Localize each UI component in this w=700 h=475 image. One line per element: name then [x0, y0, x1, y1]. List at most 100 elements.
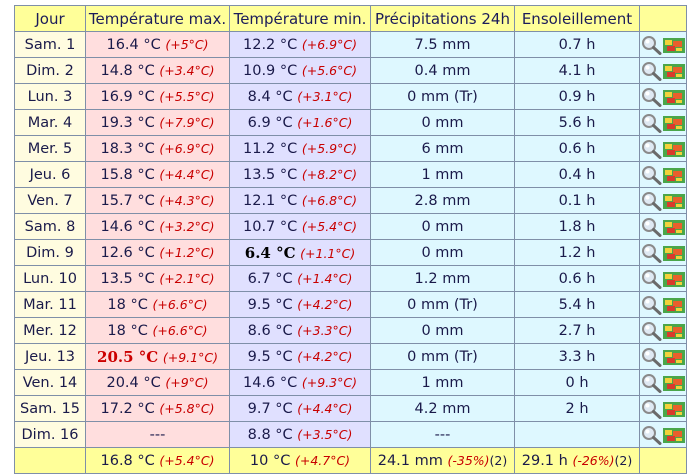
day-cell: Sam. 8 — [14, 213, 86, 240]
tmax-value: 14.6 °C — [100, 218, 155, 235]
sun-cell: 0.1 h — [514, 187, 640, 214]
magnifier-icon[interactable] — [641, 295, 663, 315]
icons-cell — [639, 83, 687, 110]
precip-cell: 1 mm — [370, 369, 515, 396]
tmin-anomaly: (+3.1°C) — [297, 88, 353, 104]
map-icon[interactable] — [663, 89, 685, 105]
totals-prec-note[interactable]: (2) — [489, 452, 508, 468]
tmax-value: --- — [149, 426, 166, 443]
tmin-value: 6.4 °C — [244, 243, 296, 262]
tmax-value: 19.3 °C — [100, 114, 155, 131]
tmin-value: 9.5 °C — [247, 296, 293, 313]
tmax-value: 18 °C — [107, 296, 148, 313]
map-icon[interactable] — [663, 297, 685, 313]
day-cell: Jeu. 13 — [14, 343, 86, 370]
map-icon[interactable] — [663, 37, 685, 53]
header-day[interactable]: Jour — [14, 5, 86, 32]
tmin-cell: 6.7 °C (+1.4°C) — [229, 265, 371, 292]
sun-cell: 3.3 h — [514, 343, 640, 370]
icons-cell — [639, 109, 687, 136]
day-label: Lun. 3 — [27, 88, 73, 105]
icons-cell — [639, 135, 687, 162]
magnifier-icon[interactable] — [641, 35, 663, 55]
magnifier-icon[interactable] — [641, 217, 663, 237]
magnifier-icon[interactable] — [641, 61, 663, 81]
map-icon[interactable] — [663, 349, 685, 365]
tmin-cell: 6.9 °C (+1.6°C) — [229, 109, 371, 136]
day-cell: Mer. 12 — [14, 317, 86, 344]
sun-value: 3.3 h — [558, 348, 596, 365]
tmin-value: 9.7 °C — [247, 400, 293, 417]
map-icon[interactable] — [663, 141, 685, 157]
map-icon[interactable] — [663, 401, 685, 417]
sun-cell: 0.6 h — [514, 135, 640, 162]
magnifier-icon[interactable] — [641, 321, 663, 341]
sun-cell: 0.6 h — [514, 265, 640, 292]
icons-cell — [639, 31, 687, 58]
totals-icons — [639, 447, 687, 474]
tmax-anomaly: (+5°C) — [165, 36, 209, 52]
precip-cell: 0 mm — [370, 317, 515, 344]
tmax-value: 12.6 °C — [100, 244, 155, 261]
magnifier-icon[interactable] — [641, 165, 663, 185]
magnifier-icon[interactable] — [641, 243, 663, 263]
magnifier-icon[interactable] — [641, 399, 663, 419]
map-icon[interactable] — [663, 219, 685, 235]
table-row: Jeu. 13 20.5 °C (+9.1°C) 9.5 °C (+4.2°C) 0 … — [14, 343, 687, 370]
sun-value: 0.6 h — [558, 270, 596, 287]
table-row: Sam. 8 14.6 °C (+3.2°C) 10.7 °C (+5.4°C) 0 … — [14, 213, 687, 240]
tmin-value: 9.5 °C — [247, 348, 293, 365]
magnifier-icon[interactable] — [641, 87, 663, 107]
tmax-value: 17.2 °C — [100, 400, 155, 417]
sun-cell: 0.9 h — [514, 83, 640, 110]
header-tmax[interactable]: Température max. — [85, 5, 230, 32]
header-prec[interactable]: Précipitations 24h — [370, 5, 515, 32]
header-tmin[interactable]: Température min. — [229, 5, 371, 32]
tmin-value: 6.9 °C — [247, 114, 293, 131]
tmax-anomaly: (+4.3°C) — [159, 192, 215, 208]
tmin-anomaly: (+5.6°C) — [301, 62, 357, 78]
day-label: Mar. 11 — [23, 296, 77, 313]
map-icon[interactable] — [663, 115, 685, 131]
tmin-anomaly: (+3.5°C) — [297, 426, 353, 442]
header-sun[interactable]: Ensoleillement — [514, 5, 640, 32]
map-icon[interactable] — [663, 323, 685, 339]
tmin-anomaly: (+8.2°C) — [301, 166, 357, 182]
table-row: Mer. 12 18 °C (+6.6°C) 8.6 °C (+3.3°C) 0 mm… — [14, 317, 687, 344]
magnifier-icon[interactable] — [641, 191, 663, 211]
table-row: Lun. 10 13.5 °C (+2.1°C) 6.7 °C (+1.4°C) 1.… — [14, 265, 687, 292]
magnifier-icon[interactable] — [641, 347, 663, 367]
map-icon[interactable] — [663, 193, 685, 209]
sun-cell: 0.7 h — [514, 31, 640, 58]
tmax-cell: 19.3 °C (+7.9°C) — [85, 109, 230, 136]
map-icon[interactable] — [663, 167, 685, 183]
magnifier-icon[interactable] — [641, 269, 663, 289]
sun-cell: 1.8 h — [514, 213, 640, 240]
tmax-cell: 14.6 °C (+3.2°C) — [85, 213, 230, 240]
day-label: Jeu. 13 — [24, 348, 76, 365]
table-row: Sam. 1 16.4 °C (+5°C) 12.2 °C (+6.9°C) 7.5 … — [14, 31, 687, 58]
map-icon[interactable] — [663, 271, 685, 287]
map-icon[interactable] — [663, 427, 685, 443]
tmax-anomaly: (+3.4°C) — [159, 62, 215, 78]
tmin-cell: 8.8 °C (+3.5°C) — [229, 421, 371, 448]
icons-cell — [639, 343, 687, 370]
magnifier-icon[interactable] — [641, 425, 663, 445]
map-icon[interactable] — [663, 375, 685, 391]
tmax-cell: 20.5 °C (+9.1°C) — [85, 343, 230, 370]
precip-cell: 1 mm — [370, 161, 515, 188]
totals-sun-note[interactable]: (2) — [614, 452, 633, 468]
tmin-cell: 14.6 °C (+9.3°C) — [229, 369, 371, 396]
day-label: Lun. 10 — [23, 270, 77, 287]
magnifier-icon[interactable] — [641, 139, 663, 159]
day-cell: Mar. 4 — [14, 109, 86, 136]
precip-value: 0 mm (Tr) — [407, 348, 478, 365]
magnifier-icon[interactable] — [641, 373, 663, 393]
tmin-value: 8.8 °C — [247, 426, 293, 443]
map-icon[interactable] — [663, 245, 685, 261]
table-row: Dim. 9 12.6 °C (+1.2°C) 6.4 °C (+1.1°C) 0 m… — [14, 239, 687, 266]
magnifier-icon[interactable] — [641, 113, 663, 133]
tmax-anomaly: (+9°C) — [165, 374, 209, 390]
map-icon[interactable] — [663, 63, 685, 79]
precip-cell: 0 mm (Tr) — [370, 291, 515, 318]
